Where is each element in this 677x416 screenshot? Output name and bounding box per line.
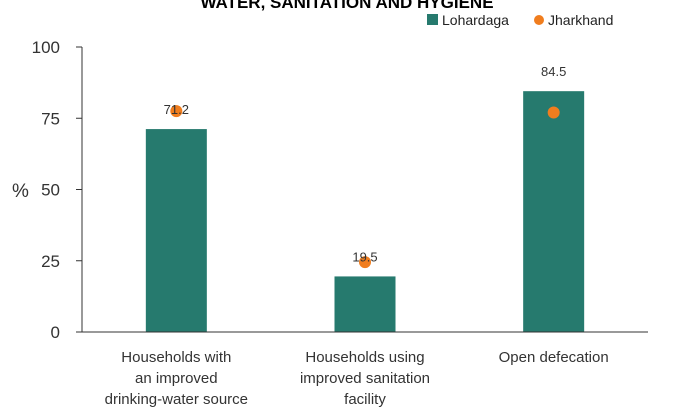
y-tick-label: 25 <box>41 252 60 271</box>
y-tick-label: 100 <box>32 38 60 57</box>
data-label: 84.5 <box>541 64 566 79</box>
chart-title: WATER, SANITATION AND HYGIENE <box>200 0 493 12</box>
y-tick-label: 75 <box>41 109 60 128</box>
bars <box>145 91 585 332</box>
legend-swatch-lohardaga <box>427 14 438 25</box>
bar-lohardaga <box>523 91 585 332</box>
x-tick-label: Open defecation <box>499 349 609 366</box>
marker-jharkhand <box>170 105 183 118</box>
y-tick-label: 50 <box>41 181 60 200</box>
bar-lohardaga <box>145 129 207 332</box>
y-axis-label: % <box>12 181 29 202</box>
x-axis-labels: Households with an improved drinking-water… <box>105 349 609 408</box>
bar-lohardaga <box>334 276 396 332</box>
y-axis: 0 25 50 75 100 <box>32 38 82 342</box>
legend-label-lohardaga: Lohardaga <box>442 12 509 28</box>
legend-marker-jharkhand <box>534 15 544 25</box>
data-label: 71.2 <box>164 102 189 117</box>
data-label: 19.5 <box>352 249 377 264</box>
y-tick-label: 0 <box>51 323 60 342</box>
x-tick-label: Households using improved sanitation facil… <box>300 349 430 408</box>
markers <box>170 105 560 269</box>
marker-jharkhand <box>359 256 371 269</box>
legend: Lohardaga Jharkhand <box>427 12 613 28</box>
x-tick-label: Households with an improved drinking-water… <box>105 349 248 408</box>
legend-label-jharkhand: Jharkhand <box>548 12 613 28</box>
data-labels: 71.2 19.5 84.5 <box>164 64 567 264</box>
marker-jharkhand <box>547 106 560 119</box>
